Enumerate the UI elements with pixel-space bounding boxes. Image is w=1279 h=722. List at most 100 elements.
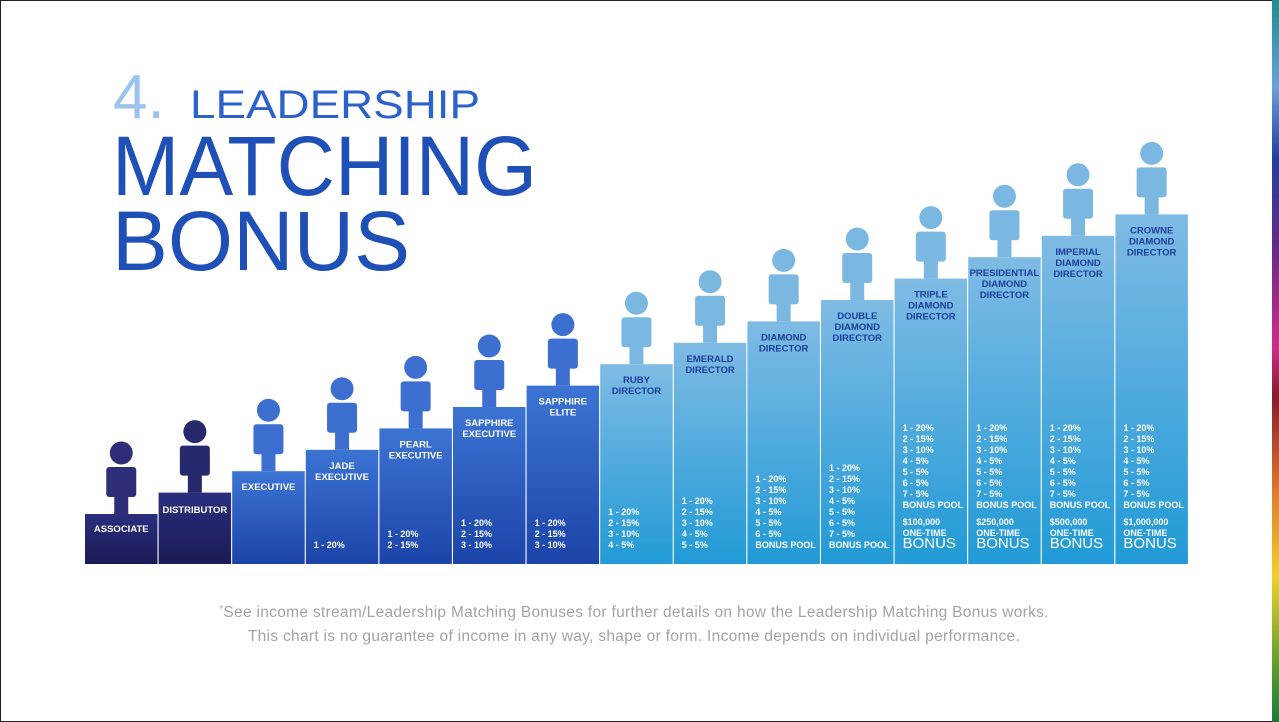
person-head	[330, 377, 354, 401]
title-line3: BONUS	[112, 194, 410, 288]
bonus-line: 1 - 20%	[608, 507, 639, 517]
bonus-line: 4 - 5%	[682, 529, 708, 539]
person-head	[1140, 141, 1164, 165]
rank-name: DIRECTOR	[833, 333, 883, 344]
bonus-line: 3 - 10%	[1050, 445, 1081, 455]
color-strip	[1272, 0, 1279, 722]
rank-name: EXECUTIVE	[389, 450, 443, 461]
rank-name: ASSOCIATE	[94, 524, 149, 535]
bonus-line: 1 - 20%	[314, 540, 345, 550]
bonus-line: 4 - 5%	[903, 456, 929, 466]
rank-column	[600, 364, 673, 564]
person-body	[547, 338, 578, 369]
person-body	[695, 295, 726, 326]
person-legs	[187, 472, 202, 493]
rank-name: DIAMOND	[761, 332, 807, 343]
person-body	[1063, 188, 1094, 219]
bonus-line: 2 - 15%	[461, 529, 492, 539]
bonus-line: 3 - 10%	[903, 445, 934, 455]
rank-column	[85, 514, 158, 564]
rank-name: DIRECTOR	[1127, 247, 1177, 258]
one-time: ONE-TIME	[1050, 528, 1094, 538]
bonus-line: 5 - 5%	[682, 540, 708, 550]
person-head	[845, 227, 869, 251]
person-head	[624, 291, 648, 315]
one-time: ONE-TIME	[1123, 528, 1167, 538]
bonus-amount: $100,000	[903, 517, 941, 527]
bonus-line: 1 - 20%	[903, 423, 934, 433]
person-body	[768, 274, 799, 305]
bonus-line: BONUS POOL	[976, 500, 1037, 510]
bonus-amount: $500,000	[1050, 517, 1088, 527]
person-legs	[335, 429, 350, 450]
person-body	[327, 402, 358, 433]
bonus-line: BONUS POOL	[829, 540, 890, 550]
bonus-line: 1 - 20%	[1123, 423, 1154, 433]
bonus-line: 5 - 5%	[976, 467, 1002, 477]
bonus-amount: $1,000,000	[1123, 517, 1168, 527]
rank-name: DISTRIBUTOR	[162, 505, 227, 516]
bonus-line: 2 - 15%	[903, 434, 934, 444]
bonus-line: 6 - 5%	[976, 478, 1002, 488]
bonus-line: 2 - 15%	[387, 540, 418, 550]
person-legs	[114, 494, 129, 514]
bonus-line: 2 - 15%	[755, 485, 786, 495]
footnote-text: See income stream/Leadership Matching Bo…	[223, 604, 1048, 621]
bonus-line: 1 - 20%	[682, 496, 713, 506]
bonus-line: 6 - 5%	[829, 518, 855, 528]
bonus-line: 5 - 5%	[829, 507, 855, 517]
rank-column	[1115, 214, 1188, 564]
person-body	[915, 231, 946, 262]
bonus-line: 5 - 5%	[755, 518, 781, 528]
rank-name: DIRECTOR	[980, 290, 1030, 301]
rank-column	[305, 449, 379, 564]
person-head	[551, 313, 575, 337]
person-legs	[555, 365, 570, 386]
rank-name: JADE	[329, 461, 354, 472]
rank-name: DIAMOND	[982, 279, 1028, 290]
bonus-line: 5 - 5%	[903, 467, 929, 477]
one-time: ONE-TIME	[976, 528, 1020, 538]
bonus-line: 3 - 10%	[755, 496, 786, 506]
bonus-line: 7 - 5%	[1050, 489, 1076, 499]
person-body	[253, 424, 284, 455]
bonus-line: 2 - 15%	[682, 507, 713, 517]
bonus-line: 4 - 5%	[829, 496, 855, 506]
rank-name: DIRECTOR	[906, 312, 956, 323]
bonus-line: 1 - 20%	[976, 423, 1007, 433]
person-body	[621, 317, 652, 348]
rank-column	[673, 342, 747, 564]
person-body	[474, 360, 505, 390]
bonus-line: 2 - 15%	[535, 529, 566, 539]
footnote-marker: *	[219, 604, 223, 615]
person-legs	[997, 237, 1012, 258]
bonus-line: 3 - 10%	[461, 540, 492, 550]
bonus-line: 6 - 5%	[903, 478, 929, 488]
rank-name: DIAMOND	[835, 322, 881, 333]
rank-column	[453, 407, 526, 564]
person-head	[919, 206, 943, 230]
rank-name: PEARL	[400, 439, 432, 450]
person-head	[256, 398, 280, 422]
person-legs	[408, 408, 423, 429]
rank-column	[968, 257, 1041, 564]
bonus-line: 3 - 10%	[976, 445, 1007, 455]
person-legs	[776, 301, 791, 322]
bonus-line: 4 - 5%	[1050, 456, 1076, 466]
bonus-amount: $250,000	[976, 517, 1014, 527]
bonus-word: BONUS	[1050, 535, 1103, 552]
bonus-word: BONUS	[976, 535, 1029, 552]
person-head	[1066, 163, 1090, 187]
bonus-word: BONUS	[903, 535, 956, 552]
person-body	[842, 253, 873, 283]
bonus-line: 3 - 10%	[682, 518, 713, 528]
person-legs	[629, 344, 644, 365]
person-head	[109, 441, 133, 465]
rank-column	[747, 321, 820, 564]
rank-name: DIRECTOR	[685, 365, 735, 376]
bonus-line: 4 - 5%	[755, 507, 781, 517]
rank-name: PRESIDENTIAL	[970, 268, 1040, 279]
bonus-line: 3 - 10%	[1123, 445, 1154, 455]
person-legs	[1071, 215, 1086, 236]
bonus-line: 1 - 20%	[387, 529, 418, 539]
